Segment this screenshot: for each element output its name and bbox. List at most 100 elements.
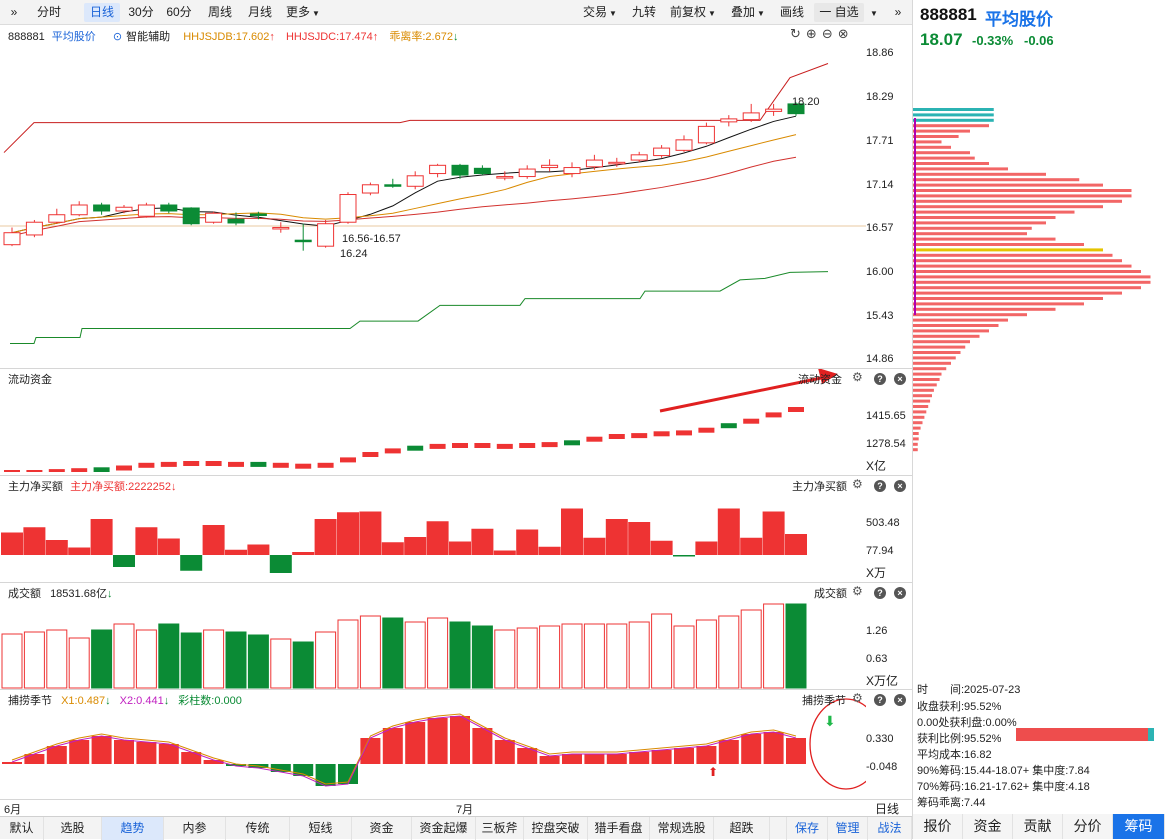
gear-icon[interactable]: ⚙	[852, 477, 863, 491]
chip-bar	[913, 248, 1103, 252]
refresh-icon[interactable]: ↻	[790, 26, 806, 41]
tab-stock-picker[interactable]: 选股	[44, 817, 102, 840]
period-60min[interactable]: 60分	[166, 5, 192, 19]
tab-fund-burst[interactable]: 资金起爆	[412, 817, 476, 840]
chip-bar	[913, 199, 1122, 203]
close-icon[interactable]: ×	[894, 587, 906, 599]
volume-bar	[763, 603, 785, 689]
legend-jdb: HHJSJDB:17.602	[183, 31, 270, 43]
assist-icon[interactable]: ⊙	[112, 31, 123, 43]
tab-default[interactable]: 默认	[0, 817, 44, 840]
manage-button[interactable]: 管理	[828, 817, 868, 840]
candle-body	[205, 212, 223, 223]
tab-control-breakout[interactable]: 控盘突破	[524, 817, 588, 840]
candle-body	[653, 147, 671, 157]
period-more-dropdown[interactable]: 更多 ▼	[282, 3, 324, 22]
flow-bar	[26, 470, 43, 472]
season-bar	[786, 738, 806, 764]
period-weekly[interactable]: 周线	[207, 5, 232, 19]
help-icon[interactable]: ?	[874, 480, 886, 492]
flow-bar	[407, 445, 424, 451]
date-label-july: 7月	[456, 804, 474, 816]
flow-bar	[384, 448, 401, 454]
tab-chips[interactable]: 筹码	[1113, 814, 1165, 839]
highlight-circle	[809, 698, 866, 790]
flow-bar	[362, 452, 379, 457]
trade-dropdown[interactable]: 交易 ▼	[578, 3, 622, 22]
watchlist-chevron-icon[interactable]: ▼	[870, 9, 878, 18]
tactics-button[interactable]: 战法	[868, 817, 912, 840]
watchlist-button[interactable]: 一 自选	[814, 3, 864, 22]
zoom-in-icon[interactable]: ⊕	[805, 26, 822, 41]
collapse-panel-icon[interactable]: »	[894, 5, 902, 19]
legend-name[interactable]: 平均股价	[51, 31, 96, 43]
tab-insider[interactable]: 内参	[164, 817, 226, 840]
tab-contribution[interactable]: 贡献	[1013, 814, 1063, 839]
down-arrow-icon: ⬇	[824, 714, 836, 730]
volume-bar	[606, 623, 628, 689]
candle-body	[272, 226, 290, 230]
period-monthly[interactable]: 月线	[247, 5, 272, 19]
net-bar	[583, 537, 606, 555]
tab-trend[interactable]: 趋势	[102, 817, 164, 840]
chip-bar	[913, 172, 1046, 176]
volume-bar	[68, 637, 90, 689]
help-icon[interactable]: ?	[874, 587, 886, 599]
season-tick: -0.048	[866, 761, 898, 773]
period-daily[interactable]: 日线	[84, 3, 120, 22]
tab-oversold[interactable]: 超跌	[714, 817, 770, 840]
tab-funds[interactable]: 资金	[352, 817, 412, 840]
period-minute[interactable]: 分时	[36, 5, 61, 19]
save-button[interactable]: 保存	[786, 817, 828, 840]
help-icon[interactable]: ?	[874, 373, 886, 385]
adjust-dropdown[interactable]: 前复权 ▼	[666, 3, 720, 22]
chip-bar	[913, 302, 1084, 306]
tab-funds-right[interactable]: 资金	[963, 814, 1013, 839]
gear-icon[interactable]: ⚙	[852, 691, 863, 705]
season-bar	[46, 746, 67, 764]
net-bar	[717, 508, 740, 555]
zoom-out-icon[interactable]: ⊖	[821, 26, 838, 41]
nine-turn-button[interactable]: 九转	[631, 5, 656, 19]
close-icon[interactable]: ×	[894, 373, 906, 385]
season-bar	[158, 744, 179, 764]
candle-body	[496, 176, 514, 179]
tab-price-split[interactable]: 分价	[1063, 814, 1113, 839]
flow-bar	[340, 457, 356, 463]
flow-bar	[586, 436, 603, 442]
legend-code: 888881	[8, 31, 45, 43]
period-30min[interactable]: 30分	[128, 5, 154, 19]
candle-body	[720, 118, 738, 123]
close-icon[interactable]: ×	[894, 480, 906, 492]
net-bar	[605, 519, 628, 555]
chip-bar	[913, 113, 994, 117]
chip-bar	[913, 232, 1027, 236]
tab-quote[interactable]: 报价	[913, 814, 963, 839]
tab-traditional[interactable]: 传统	[226, 817, 290, 840]
tab-three-axes[interactable]: 三板斧	[476, 817, 524, 840]
close-icon[interactable]: ×	[894, 694, 906, 706]
chip-bar	[913, 156, 975, 160]
tab-hunter[interactable]: 猎手看盘	[588, 817, 650, 840]
quote-name[interactable]: 平均股价	[985, 10, 1053, 29]
vol-tick: 0.63	[866, 653, 888, 665]
gear-icon[interactable]: ⚙	[852, 370, 863, 384]
overlay-dropdown[interactable]: 叠加 ▼	[726, 3, 770, 22]
net-bar	[68, 547, 91, 555]
draw-line-button[interactable]: 画线	[779, 5, 804, 19]
candle-body	[294, 239, 312, 243]
season-bar	[472, 728, 493, 764]
chip-bar	[913, 253, 1113, 257]
down-arrow-icon: ↓	[105, 695, 111, 707]
net-bar	[650, 540, 673, 555]
tab-short-term[interactable]: 短线	[290, 817, 352, 840]
assist-label[interactable]: 智能辅助	[126, 31, 171, 43]
gear-icon[interactable]: ⚙	[852, 584, 863, 598]
help-icon[interactable]: ?	[874, 694, 886, 706]
close-icon[interactable]: ⊗	[837, 26, 854, 41]
tab-regular-picks[interactable]: 常规选股	[650, 817, 714, 840]
chip-bar	[913, 286, 1141, 290]
chip-bar	[913, 118, 994, 122]
net-bar	[538, 546, 561, 555]
expand-icon[interactable]: »	[10, 5, 18, 19]
